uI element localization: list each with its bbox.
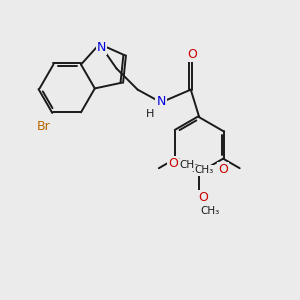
Text: O: O (199, 191, 208, 204)
Text: N: N (97, 41, 106, 54)
Text: O: O (187, 48, 197, 61)
Text: CH₃: CH₃ (195, 165, 214, 175)
Text: CH₃: CH₃ (200, 206, 220, 216)
Text: H: H (146, 109, 154, 119)
Text: O: O (168, 158, 178, 170)
Text: CH₃: CH₃ (179, 160, 199, 170)
Text: N: N (156, 95, 166, 108)
Text: Br: Br (36, 120, 50, 133)
Text: O: O (218, 163, 228, 176)
